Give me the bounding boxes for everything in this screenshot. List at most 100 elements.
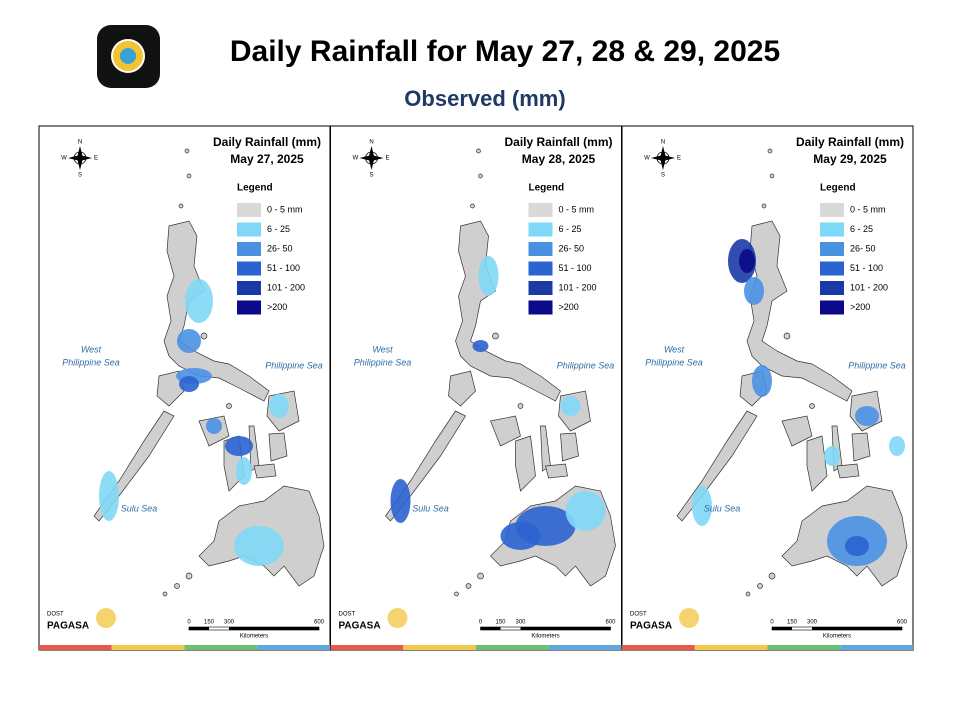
legend-swatch bbox=[528, 203, 553, 217]
rain-area bbox=[177, 329, 201, 353]
rain-area bbox=[269, 394, 289, 418]
color-strip bbox=[476, 645, 549, 650]
scale-label: 600 bbox=[897, 620, 908, 626]
legend-label: 0 - 5 mm bbox=[267, 204, 303, 214]
color-strip bbox=[111, 645, 185, 650]
sea-label: Philippine Sea bbox=[645, 357, 703, 367]
legend-label: 101 - 200 bbox=[850, 282, 888, 292]
rain-area bbox=[472, 340, 489, 352]
rain-area bbox=[478, 256, 499, 296]
compass-n: N bbox=[78, 140, 82, 146]
scale-label: 150 bbox=[204, 620, 215, 626]
legend-swatch bbox=[237, 261, 261, 276]
compass-s: S bbox=[369, 173, 373, 179]
rain-area bbox=[390, 479, 411, 523]
sea-label: Sulu Sea bbox=[412, 503, 449, 513]
rain-area bbox=[739, 249, 755, 273]
sea-label: West bbox=[372, 344, 393, 354]
sea-label: Sulu Sea bbox=[121, 503, 158, 513]
scale-label: 0 bbox=[479, 620, 483, 626]
compass-s: S bbox=[661, 173, 665, 179]
legend-swatch bbox=[820, 300, 844, 315]
legend-title: Legend bbox=[820, 183, 856, 194]
scale-label: 0 bbox=[770, 620, 774, 626]
legend-label: 51 - 100 bbox=[850, 263, 883, 273]
scale-label: 300 bbox=[515, 620, 526, 626]
color-strip bbox=[39, 645, 112, 650]
legend-swatch bbox=[237, 203, 261, 217]
legend-swatch bbox=[820, 222, 844, 237]
legend-label: >200 bbox=[267, 302, 287, 312]
rain-area bbox=[824, 446, 840, 466]
rain-area bbox=[744, 277, 764, 305]
legend-swatch bbox=[528, 300, 553, 315]
logo-mark bbox=[387, 608, 408, 628]
legend-swatch bbox=[237, 242, 261, 256]
map-panel: Daily Rainfall (mm) May 28, 2025 N S W E Legen… bbox=[330, 125, 622, 651]
scale-label: 300 bbox=[224, 620, 235, 626]
legend-swatch bbox=[528, 281, 553, 295]
color-strip bbox=[622, 645, 695, 650]
legend-swatch bbox=[820, 242, 844, 256]
legend-title: Legend bbox=[237, 183, 273, 194]
subtitle: Observed (mm) bbox=[404, 86, 565, 111]
legend-swatch bbox=[820, 261, 844, 276]
legend-label: 26- 50 bbox=[267, 243, 293, 253]
legend-swatch bbox=[528, 261, 553, 276]
legend-label: 51 - 100 bbox=[559, 263, 592, 273]
rain-area bbox=[889, 436, 905, 456]
rain-area bbox=[185, 279, 213, 323]
map-panel: Daily Rainfall (mm) May 27, 2025 N S W E Legen… bbox=[38, 125, 331, 651]
rain-area bbox=[234, 526, 284, 566]
scale-label: 0 bbox=[187, 620, 191, 626]
scale-label: 150 bbox=[787, 620, 798, 626]
color-strip bbox=[184, 645, 258, 650]
logo bbox=[97, 25, 160, 88]
legend-title: Legend bbox=[529, 183, 565, 194]
legend-label: >200 bbox=[850, 302, 870, 312]
rain-area bbox=[855, 406, 879, 426]
logo-text: DOST bbox=[47, 612, 64, 618]
logo-text: DOST bbox=[339, 612, 356, 618]
logo-text: PAGASA bbox=[630, 621, 672, 632]
map-panel: Daily Rainfall (mm) May 29, 2025 N S W E Legen… bbox=[621, 125, 914, 651]
color-strip bbox=[548, 645, 622, 650]
panel-title: Daily Rainfall (mm) bbox=[213, 135, 321, 149]
scale-label: 150 bbox=[495, 620, 506, 626]
panel-title: Daily Rainfall (mm) bbox=[796, 135, 904, 149]
sea-label: Philippine Sea bbox=[557, 360, 615, 370]
color-strip bbox=[767, 645, 841, 650]
legend-label: 6 - 25 bbox=[850, 224, 873, 234]
legend-swatch bbox=[820, 203, 844, 217]
compass-s: S bbox=[78, 173, 82, 179]
rain-area bbox=[845, 536, 869, 556]
logo-mark bbox=[679, 608, 699, 628]
color-strip bbox=[694, 645, 768, 650]
legend-label: 0 - 5 mm bbox=[559, 204, 595, 214]
logo-mark bbox=[96, 608, 116, 628]
panel-date: May 29, 2025 bbox=[813, 152, 887, 166]
legend-swatch bbox=[528, 222, 553, 237]
rain-area bbox=[565, 491, 606, 531]
scale-unit: Kilometers bbox=[823, 634, 851, 640]
compass-w: W bbox=[353, 156, 359, 162]
scale-label: 300 bbox=[807, 620, 818, 626]
panels: Daily Rainfall (mm) May 27, 2025 N S W E Legen… bbox=[38, 125, 914, 651]
panel-date: May 27, 2025 bbox=[230, 152, 304, 166]
scale-bar bbox=[229, 627, 319, 630]
sea-label: Philippine Sea bbox=[62, 357, 120, 367]
legend-swatch bbox=[237, 222, 261, 237]
legend-label: 101 - 200 bbox=[267, 282, 305, 292]
compass-w: W bbox=[644, 156, 650, 162]
scale-bar bbox=[480, 627, 501, 630]
sea-label: West bbox=[81, 344, 102, 354]
legend-label: 26- 50 bbox=[850, 243, 876, 253]
scale-bar bbox=[520, 627, 611, 630]
legend-swatch bbox=[237, 300, 261, 315]
rain-area bbox=[99, 471, 119, 521]
rain-area bbox=[752, 365, 772, 397]
color-strip bbox=[330, 645, 404, 650]
legend-label: 26- 50 bbox=[559, 243, 585, 253]
color-strip bbox=[403, 645, 476, 650]
